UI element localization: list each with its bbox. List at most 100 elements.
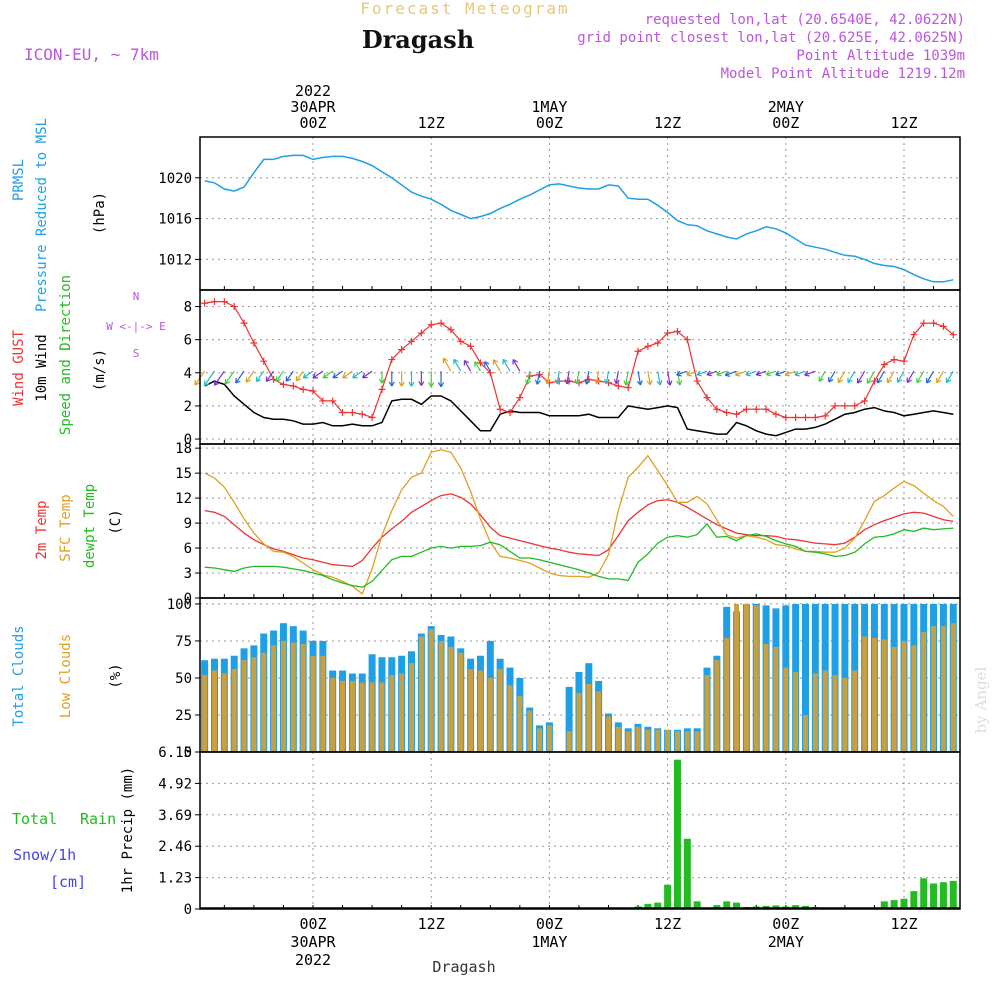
wind-direction-arrowhead: [724, 371, 731, 377]
low-clouds-bar: [271, 645, 277, 752]
wind-gust-marker: [890, 356, 898, 364]
wind-gust-marker: [930, 319, 938, 327]
wind-direction-arrow: [585, 371, 590, 385]
low-clouds-bar: [596, 691, 602, 752]
wind-gust-marker: [939, 322, 947, 330]
wind-gust-marker: [220, 298, 228, 306]
wind-direction-arrowhead: [474, 361, 480, 367]
wind-direction-arrowhead: [275, 376, 282, 382]
pressure-line: [204, 154, 954, 283]
low-clouds-bar: [674, 731, 680, 752]
temp-label-2m: 2m Temp: [34, 500, 50, 559]
wind-gust-marker: [811, 414, 819, 422]
wind-gust-marker: [378, 385, 386, 393]
wind-gust-marker: [339, 409, 347, 417]
model-altitude: Model Point Altitude 1219.12m: [721, 66, 965, 82]
wind-gust-marker: [841, 402, 849, 410]
low-clouds-bar: [280, 640, 286, 752]
wind-direction-arrow: [936, 370, 944, 384]
wind-direction-arrowhead: [418, 381, 425, 386]
clouds-label-low: Low Clouds: [58, 634, 74, 718]
wind-direction-arrow: [667, 371, 671, 386]
wind-direction-arrowhead: [926, 377, 932, 384]
wind-direction-arrowhead: [784, 370, 791, 377]
wind-direction-arrowhead: [484, 361, 490, 367]
wind-direction-arrowhead: [916, 377, 922, 384]
wind-gust-marker: [279, 380, 287, 388]
wind-direction-arrowhead: [255, 376, 262, 383]
wind-direction-arrow: [926, 370, 935, 384]
low-clouds-bar: [793, 672, 799, 752]
wind-direction-arrow: [203, 370, 215, 386]
precip-ytick-label: 4.92: [158, 776, 192, 792]
wind-gust-marker: [752, 405, 760, 413]
wind-direction-arrowhead: [398, 381, 405, 387]
wind-direction-arrow: [453, 359, 462, 372]
pressure-label-msl: Pressure Reduced to MSL: [34, 118, 50, 312]
wind-gust-marker: [201, 299, 209, 307]
wind-gust-marker: [821, 412, 829, 420]
wind-direction-arrowhead: [235, 378, 241, 384]
wind-direction-arrowhead: [322, 373, 329, 379]
pressure-ytick-label: 1020: [158, 171, 192, 187]
clouds-ytick-label: 50: [175, 671, 192, 687]
wind-direction-arrow: [493, 359, 501, 372]
low-clouds-bar: [300, 643, 306, 752]
wind-direction-arrow: [837, 370, 846, 383]
wind-label-10m: 10m Wind: [34, 334, 50, 401]
wind-direction-arrowhead: [686, 370, 692, 377]
wind-direction-arrowhead: [856, 378, 863, 384]
wind-gust-marker: [703, 394, 711, 402]
rain-bar: [792, 905, 800, 909]
wind-gust-marker: [654, 339, 662, 347]
low-clouds-bar: [743, 603, 749, 752]
bottom-time-label: 12Z: [890, 915, 917, 933]
wind-direction-arrowhead: [896, 377, 903, 383]
wind-direction-arrowhead: [442, 357, 449, 364]
rain-bar: [890, 900, 898, 909]
wind-direction-arrowhead: [936, 377, 942, 384]
clouds-unit: (%): [108, 663, 124, 688]
wind-direction-arrowhead: [866, 378, 873, 384]
wind-direction-arrow: [784, 370, 796, 376]
wind-gust-marker: [880, 361, 888, 369]
temperature-ytick-label: 6: [184, 541, 192, 557]
wind-direction-arrow: [546, 371, 550, 385]
wind-direction-arrowhead: [755, 370, 762, 377]
rain-bar: [900, 898, 908, 909]
wind-gust-marker: [713, 405, 721, 413]
wind-direction-arrow: [245, 370, 255, 383]
wind-gust-marker: [870, 377, 878, 385]
wind-direction-arrow: [745, 370, 757, 376]
wind-gust-marker: [319, 397, 327, 405]
wind-gust-marker: [496, 405, 504, 413]
wind-direction-arrowhead: [734, 370, 741, 377]
model-name: ICON-EU, ~ 7km: [24, 45, 159, 64]
wind-direction-arrow: [775, 370, 787, 376]
low-clouds-bar: [399, 673, 405, 752]
pressure-unit: (hPa): [92, 192, 108, 234]
wind-direction-arrow: [342, 370, 353, 379]
grid-point-coordinates: grid point closest lon,lat (20.625E, 42.…: [577, 30, 965, 46]
temperature-ytick-label: 15: [175, 466, 192, 482]
wind-direction-arrow: [302, 370, 314, 379]
low-clouds-bar: [694, 731, 700, 752]
wind-direction-arrowhead: [342, 373, 348, 379]
low-clouds-bar: [310, 655, 316, 752]
wind-direction-arrowhead: [525, 379, 532, 385]
wind-direction-arrowhead: [847, 377, 853, 384]
wind-direction-arrow: [312, 370, 324, 379]
low-clouds-bar: [497, 669, 503, 752]
top-time-label: 30APR: [290, 98, 336, 116]
top-time-label: 12Z: [890, 114, 917, 132]
clouds-ytick-label: 75: [175, 634, 192, 650]
compass-south: S: [133, 347, 140, 360]
wind-direction-arrow: [214, 370, 225, 386]
wind-direction-arrow: [647, 371, 651, 385]
wind-gust-marker: [408, 337, 415, 345]
rain-bar: [673, 759, 681, 909]
wind-direction-arrow: [595, 371, 600, 384]
low-clouds-bar: [487, 677, 493, 752]
low-clouds-bar: [468, 669, 474, 752]
wind-direction-arrowhead: [676, 370, 682, 377]
